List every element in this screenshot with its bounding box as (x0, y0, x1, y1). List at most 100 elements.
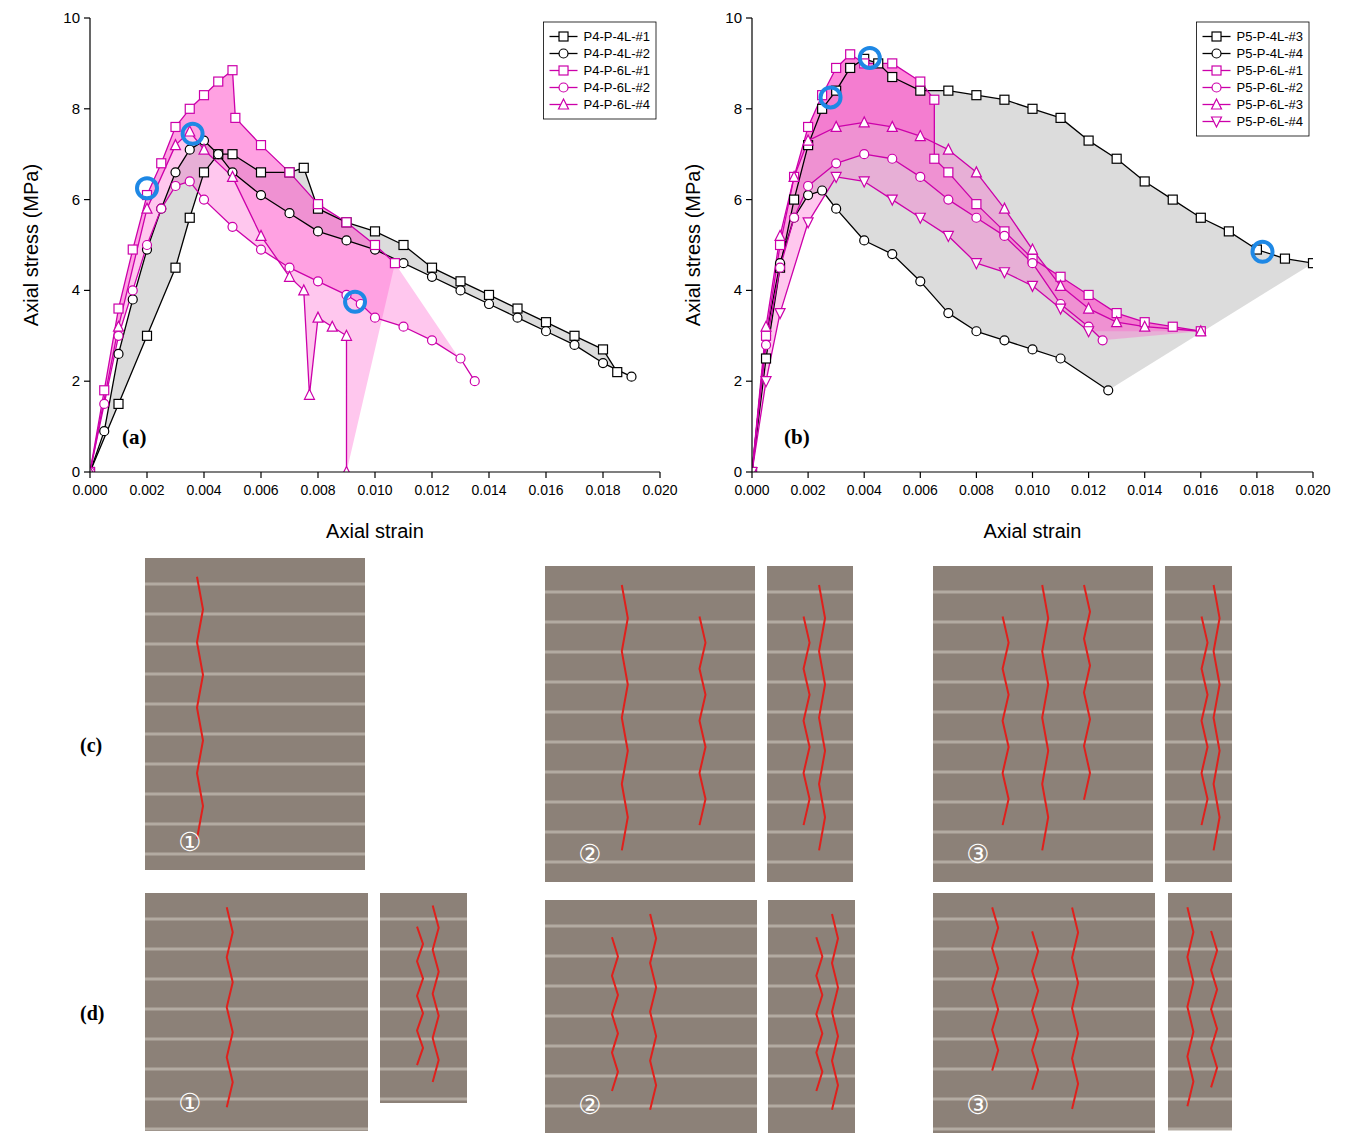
data-point (1224, 227, 1233, 236)
y-tick (746, 381, 752, 382)
mortar-joint (933, 681, 1153, 684)
data-point (428, 272, 437, 281)
photo-background (933, 893, 1155, 1133)
x-tick-label: 0.010 (1015, 482, 1050, 498)
data-point (804, 122, 813, 131)
data-point (887, 195, 897, 205)
x-axis-title: Axial strain (326, 520, 424, 542)
crack-line (1003, 617, 1009, 826)
crack-line (804, 617, 810, 826)
crack-line (1202, 617, 1208, 826)
photo (767, 566, 853, 882)
data-point (972, 200, 981, 209)
mortar-joint (1168, 918, 1232, 921)
data-point (456, 277, 465, 286)
legend-marker (559, 99, 569, 109)
data-point (846, 63, 855, 72)
data-point (859, 177, 869, 187)
series-line (90, 70, 395, 472)
legend-marker (559, 66, 568, 75)
crack-line (816, 937, 822, 1091)
panel-label: (b) (784, 425, 810, 449)
mortar-joint (545, 1045, 757, 1048)
data-point (90, 468, 95, 473)
crack-line (612, 937, 618, 1091)
mortar-joint (768, 925, 855, 928)
data-point (171, 263, 180, 272)
mortar-joint (1168, 1068, 1232, 1071)
x-tick (807, 472, 808, 478)
data-point (257, 141, 266, 150)
data-point (90, 468, 95, 473)
data-point (1028, 244, 1038, 254)
mortar-joint (145, 673, 365, 676)
data-point (128, 245, 137, 254)
crack-line (227, 907, 233, 1107)
legend-label: P5-P-6L-#1 (1237, 63, 1303, 78)
mortar-joint (1168, 978, 1232, 981)
data-point (831, 121, 841, 131)
highlight-circle (345, 292, 365, 312)
mortar-joint (380, 948, 467, 951)
mortar-joint (1165, 681, 1232, 684)
data-point (513, 313, 522, 322)
photo (933, 893, 1155, 1133)
data-point (171, 181, 180, 190)
data-point (214, 150, 223, 159)
highlight-circle (1253, 242, 1273, 262)
mortar-joint (768, 1105, 855, 1108)
data-point (888, 250, 897, 259)
mortar-joint (933, 801, 1153, 804)
mortar-joint (145, 978, 368, 981)
y-tick-label: 10 (725, 9, 742, 26)
mortar-joint (768, 1015, 855, 1018)
data-point (542, 318, 551, 327)
data-point (90, 468, 95, 473)
data-point (775, 309, 785, 319)
data-point (915, 131, 925, 141)
x-tick (1088, 472, 1089, 478)
data-point (1168, 195, 1177, 204)
legend-label: P4-P-6L-#1 (584, 63, 650, 78)
data-point (804, 181, 813, 190)
x-tick-label: 0.006 (243, 482, 278, 498)
photo (933, 566, 1153, 882)
photo (145, 558, 365, 870)
crack-line (1072, 907, 1078, 1109)
y-tick (746, 471, 752, 472)
data-point (470, 377, 479, 386)
data-point (114, 349, 123, 358)
data-point (428, 263, 437, 272)
crack-line (1042, 585, 1048, 850)
data-point (100, 427, 109, 436)
data-point (599, 359, 608, 368)
mortar-joint (933, 1128, 1155, 1131)
legend-box (544, 22, 656, 119)
data-point (171, 122, 180, 131)
x-tick (374, 472, 375, 478)
data-point (761, 377, 771, 387)
photo (145, 893, 368, 1131)
mortar-joint (767, 621, 853, 624)
data-point (971, 167, 981, 177)
x-tick (1200, 472, 1201, 478)
x-tick (431, 472, 432, 478)
data-point (831, 172, 841, 182)
mortar-joint (1168, 1128, 1232, 1131)
y-tick (84, 199, 90, 200)
mortar-joint (145, 1008, 368, 1011)
series-line (90, 154, 617, 472)
photo-background (767, 566, 853, 882)
crack-line (622, 585, 628, 850)
x-tick-label: 0.020 (1295, 482, 1330, 498)
highlight-circle (860, 48, 880, 68)
data-point (752, 468, 757, 473)
data-point (142, 203, 152, 213)
photo-background (545, 900, 757, 1133)
data-point (1028, 104, 1037, 113)
data-point (114, 331, 123, 340)
data-point (859, 117, 869, 127)
data-point (790, 195, 799, 204)
data-point (916, 86, 925, 95)
mortar-joint (545, 985, 757, 988)
